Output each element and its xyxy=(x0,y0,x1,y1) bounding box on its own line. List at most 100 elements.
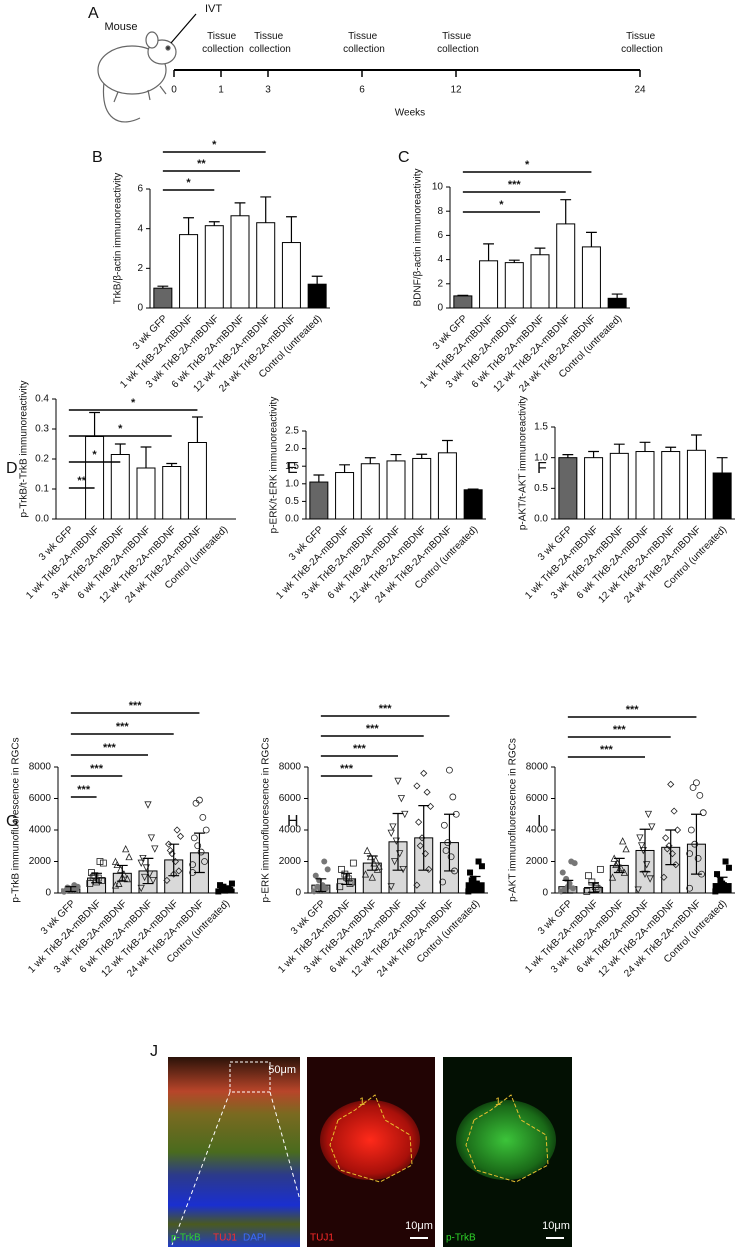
data-point xyxy=(218,884,225,891)
bar xyxy=(453,295,473,309)
scale-label: 50μm xyxy=(268,1064,296,1076)
significance-label: *** xyxy=(103,742,117,754)
bar xyxy=(712,472,732,520)
data-point xyxy=(137,884,145,893)
data-point xyxy=(115,879,123,887)
bar xyxy=(584,457,604,520)
error-bar xyxy=(562,879,574,894)
y-tick-label: 2.0 xyxy=(285,443,299,454)
data-point xyxy=(123,874,132,883)
data-point xyxy=(717,877,724,884)
y-tick-label: 0.2 xyxy=(35,454,49,465)
stain-label: TUJ1 xyxy=(213,1233,237,1244)
data-point xyxy=(612,860,620,869)
data-point xyxy=(415,818,423,826)
timeline-tick-label: 3 xyxy=(265,85,271,96)
data-point xyxy=(425,865,433,873)
micrograph-ptrkb xyxy=(443,1057,572,1247)
y-axis-title: p-AKT immunofluorescence in RGCs xyxy=(508,738,519,902)
bar xyxy=(556,223,576,309)
data-point xyxy=(147,834,156,842)
error-bar xyxy=(562,454,574,458)
error-bar xyxy=(311,275,323,285)
data-point xyxy=(714,871,721,878)
y-tick-label: 4000 xyxy=(279,825,302,836)
significance-label: *** xyxy=(508,179,522,191)
error-bar xyxy=(390,453,402,461)
data-point xyxy=(173,826,181,834)
data-point xyxy=(413,881,421,889)
data-point xyxy=(686,850,694,858)
injection-arrow xyxy=(170,13,197,44)
timeline-tick-label: 0 xyxy=(171,85,177,96)
data-point xyxy=(338,865,345,873)
event-label: Tissue collection xyxy=(249,31,291,55)
error-bar xyxy=(416,453,428,459)
data-point xyxy=(189,861,197,869)
data-point xyxy=(311,888,318,895)
data-point xyxy=(192,799,200,807)
data-point xyxy=(312,872,319,879)
data-point xyxy=(619,837,627,845)
panel-letter: I xyxy=(537,813,541,830)
bar xyxy=(204,225,224,309)
y-tick-label: 1.0 xyxy=(534,452,548,463)
panel-letter: F xyxy=(537,460,547,477)
y-tick-label: 0.0 xyxy=(534,514,548,525)
data-point xyxy=(648,823,656,831)
error-bar xyxy=(116,864,128,882)
data-point xyxy=(420,769,428,777)
y-tick-label: 0 xyxy=(137,303,143,314)
data-point xyxy=(88,869,95,876)
bar xyxy=(463,489,483,520)
error-bar xyxy=(219,886,231,893)
error-bar xyxy=(260,196,272,223)
data-point xyxy=(201,858,208,865)
error-bar xyxy=(442,439,453,453)
panel-letter: A xyxy=(88,5,99,22)
error-bar xyxy=(665,829,677,866)
panel-letter: G xyxy=(6,813,18,830)
axis-title: Weeks xyxy=(395,108,425,119)
significance-label: ** xyxy=(77,475,86,487)
y-tick-label: 10 xyxy=(432,182,444,193)
significance-label: *** xyxy=(77,784,91,796)
y-tick-label: 4 xyxy=(137,223,143,234)
error-bar xyxy=(613,857,625,874)
stain-label: DAPI xyxy=(243,1233,266,1244)
data-point xyxy=(387,883,395,891)
data-point xyxy=(465,888,472,895)
y-tick-label: 2 xyxy=(437,278,443,289)
y-tick-label: 2000 xyxy=(526,856,549,867)
scale-label: 10μm xyxy=(405,1220,433,1232)
y-tick-label: 0 xyxy=(542,888,548,899)
y-tick-label: 2000 xyxy=(279,856,302,867)
data-point xyxy=(468,877,475,884)
y-tick-label: 0 xyxy=(295,888,301,899)
data-point xyxy=(349,859,357,867)
stain-label: p-TrkB xyxy=(171,1233,201,1244)
data-point xyxy=(99,859,107,867)
significance-label: * xyxy=(212,139,217,151)
y-tick-label: 0.0 xyxy=(285,514,299,525)
bar xyxy=(412,457,432,520)
y-axis-title: TrkB/β-actin immunoreactivity xyxy=(113,173,124,305)
error-bar xyxy=(588,450,599,458)
significance-label: * xyxy=(92,449,97,461)
y-tick-label: 8000 xyxy=(526,762,549,773)
data-point xyxy=(569,885,576,892)
data-point xyxy=(163,876,171,884)
y-tick-label: 4000 xyxy=(29,825,52,836)
data-point xyxy=(166,846,174,855)
data-point xyxy=(390,858,399,866)
event-label: Tissue collection xyxy=(343,31,385,55)
data-point xyxy=(321,858,328,865)
data-point xyxy=(440,821,448,829)
timeline-tick-label: 24 xyxy=(634,85,646,96)
bar xyxy=(479,260,499,309)
data-point xyxy=(387,829,395,838)
significance-label: *** xyxy=(613,724,627,736)
y-tick-label: 0.1 xyxy=(35,484,49,495)
event-label: Tissue collection xyxy=(437,31,479,55)
data-point xyxy=(725,864,732,871)
